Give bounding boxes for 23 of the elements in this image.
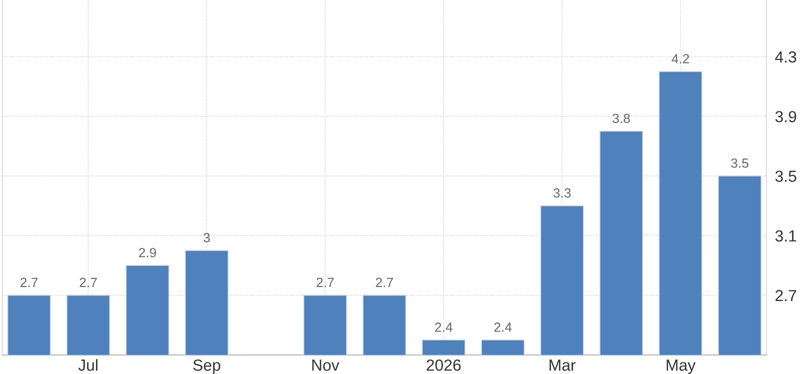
data-label: 2.7 xyxy=(20,278,38,287)
data-label: 3.3 xyxy=(553,188,571,198)
y-tick-label: 3.1 xyxy=(775,230,796,242)
data-label: 3 xyxy=(204,233,210,242)
x-tick-label: Sep xyxy=(193,360,220,374)
data-label: 2.4 xyxy=(494,322,512,332)
data-label: 2.7 xyxy=(376,278,393,287)
y-tick-label: 3.9 xyxy=(775,110,796,122)
x-tick-label: Nov xyxy=(312,360,340,371)
x-tick-label: Jul xyxy=(78,359,98,371)
x-tick-label: Mar xyxy=(550,360,576,371)
data-label: 2.9 xyxy=(138,248,156,258)
data-label: 3.5 xyxy=(731,158,748,168)
data-label: 3.8 xyxy=(612,114,630,124)
y-tick-label: 3.5 xyxy=(775,170,796,182)
data-label: 2.4 xyxy=(435,322,452,332)
data-label: 4.2 xyxy=(672,54,690,64)
data-label: 2.7 xyxy=(316,278,334,287)
y-tick-label: 4.3 xyxy=(775,51,796,63)
x-tick-label: May xyxy=(666,360,696,374)
y-tick-label: 2.7 xyxy=(776,290,796,302)
data-label: 2.7 xyxy=(80,278,97,287)
x-tick-label: 2026 xyxy=(426,360,461,371)
